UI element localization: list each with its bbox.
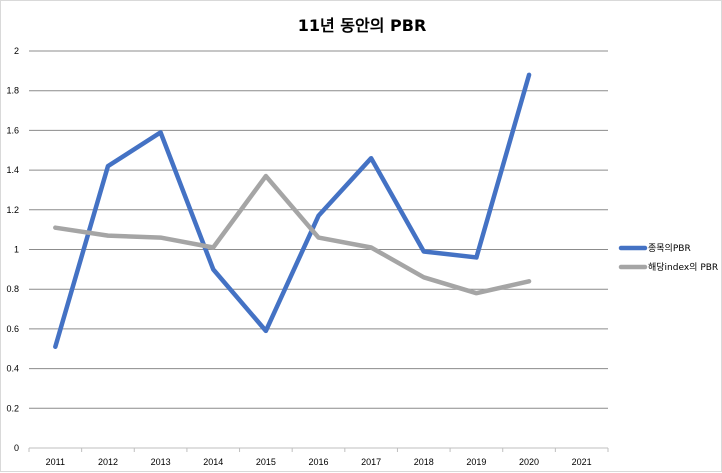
y-tick-label: 1 bbox=[14, 245, 19, 255]
data-point bbox=[528, 74, 530, 76]
y-tick-label: 1.8 bbox=[6, 86, 19, 96]
x-tick-label: 2019 bbox=[466, 457, 486, 467]
y-axis-tick-labels: 0 0.2 0.4 0.6 0.8 1 1.2 1.4 1.6 1.8 2 bbox=[6, 46, 19, 453]
x-tick-label: 2021 bbox=[572, 457, 592, 467]
data-point bbox=[370, 157, 372, 159]
x-tick-label: 2018 bbox=[414, 457, 434, 467]
series-line-2 bbox=[53, 173, 532, 296]
y-tick-label: 0.6 bbox=[6, 324, 19, 334]
data-point bbox=[107, 235, 109, 237]
y-tick-label: 0.2 bbox=[6, 403, 19, 413]
data-point bbox=[528, 280, 530, 282]
x-tick-label: 2012 bbox=[98, 457, 118, 467]
y-tick-label: 1.2 bbox=[6, 205, 19, 215]
y-tick-label: 0 bbox=[14, 443, 19, 453]
data-point bbox=[160, 237, 162, 239]
x-tick-label: 2011 bbox=[46, 457, 65, 467]
data-point bbox=[423, 276, 425, 278]
series-lines bbox=[53, 72, 532, 350]
data-point bbox=[475, 292, 477, 294]
data-point bbox=[318, 237, 319, 239]
x-tick-label: 2017 bbox=[361, 457, 381, 467]
data-point bbox=[265, 175, 267, 177]
data-point bbox=[212, 247, 214, 249]
data-point bbox=[423, 250, 425, 252]
data-point bbox=[318, 215, 319, 217]
y-tick-label: 2 bbox=[14, 46, 19, 56]
data-point bbox=[54, 346, 56, 348]
data-point bbox=[475, 256, 477, 258]
data-point bbox=[107, 165, 109, 167]
x-tick-label: 2016 bbox=[308, 457, 328, 467]
y-tick-label: 0.8 bbox=[6, 284, 19, 294]
data-point bbox=[212, 268, 214, 270]
data-point bbox=[54, 227, 56, 229]
x-tick-label: 2014 bbox=[203, 457, 223, 467]
series-line-1 bbox=[53, 72, 532, 350]
y-tick-label: 1.6 bbox=[6, 125, 19, 135]
legend-label: 해당index의 PBR bbox=[648, 262, 718, 273]
x-tick-label: 2015 bbox=[256, 457, 276, 467]
data-point bbox=[160, 131, 162, 133]
chart-title: 11년 동안의 PBR bbox=[298, 16, 427, 35]
x-tick-label: 2013 bbox=[151, 457, 171, 467]
y-tick-label: 0.4 bbox=[6, 364, 19, 374]
data-point bbox=[265, 330, 267, 332]
x-axis-tick-labels: 2011 2012 2013 2014 2015 2016 2017 2018 2019 2020… bbox=[28, 448, 609, 467]
legend-label: 종목의PBR bbox=[648, 243, 691, 254]
y-tick-label: 1.4 bbox=[6, 165, 19, 175]
gridlines bbox=[29, 50, 608, 449]
x-tick-label: 2020 bbox=[519, 457, 539, 467]
data-point bbox=[370, 247, 372, 249]
legend: 종목의PBR 해당index의 PBR bbox=[618, 243, 718, 273]
